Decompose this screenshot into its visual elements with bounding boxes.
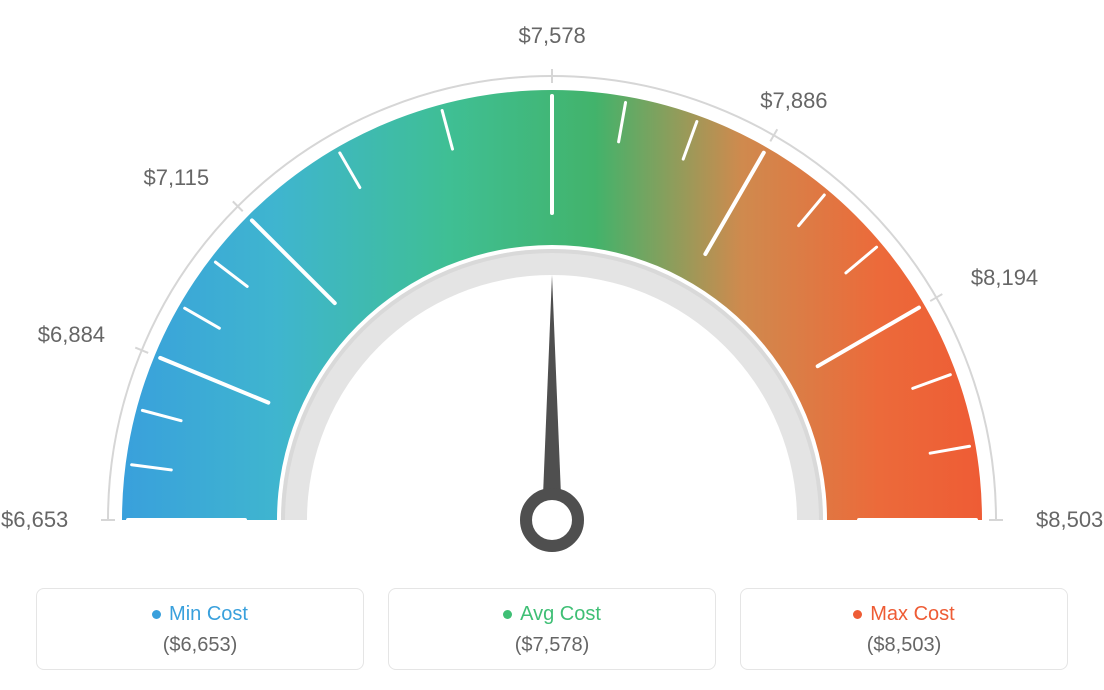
gauge-tick-label: $6,884 bbox=[38, 322, 105, 348]
legend-label-avg: Avg Cost bbox=[520, 603, 601, 626]
legend-head-avg: Avg Cost bbox=[503, 603, 601, 626]
legend-value-min: ($6,653) bbox=[47, 634, 353, 657]
legend-label-min: Min Cost bbox=[169, 603, 248, 626]
gauge-tick-label: $8,503 bbox=[1036, 507, 1103, 533]
legend-card-min: Min Cost ($6,653) bbox=[36, 588, 364, 670]
legend-dot-max bbox=[853, 610, 862, 619]
gauge-tick-label: $7,886 bbox=[760, 88, 827, 114]
legend-card-max: Max Cost ($8,503) bbox=[740, 588, 1068, 670]
legend-dot-min bbox=[152, 610, 161, 619]
legend-value-avg: ($7,578) bbox=[399, 634, 705, 657]
gauge-tick-label: $8,194 bbox=[971, 265, 1038, 291]
gauge-area: $6,653 $6,884 $7,115 $7,578 $7,886 $8,194 $8,5… bbox=[0, 0, 1104, 560]
legend-head-min: Min Cost bbox=[152, 603, 248, 626]
legend-card-avg: Avg Cost ($7,578) bbox=[388, 588, 716, 670]
legend-value-max: ($8,503) bbox=[751, 634, 1057, 657]
gauge-tick-label: $7,578 bbox=[519, 23, 586, 49]
legend-row: Min Cost ($6,653) Avg Cost ($7,578) Max … bbox=[0, 588, 1104, 670]
gauge-svg bbox=[22, 20, 1082, 580]
legend-head-max: Max Cost bbox=[853, 603, 954, 626]
gauge-tick-label: $7,115 bbox=[143, 165, 209, 191]
gauge-tick-label: $6,653 bbox=[1, 507, 68, 533]
chart-container: $6,653 $6,884 $7,115 $7,578 $7,886 $8,194 $8,5… bbox=[0, 0, 1104, 690]
legend-label-max: Max Cost bbox=[870, 603, 954, 626]
legend-dot-avg bbox=[503, 610, 512, 619]
